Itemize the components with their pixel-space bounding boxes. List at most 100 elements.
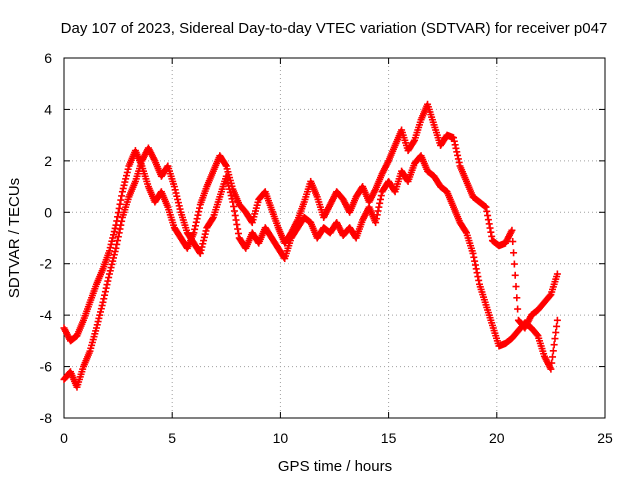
data-point: [118, 188, 126, 196]
data-points: [60, 100, 561, 391]
data-point-interp: [109, 234, 117, 242]
data-point-interp: [197, 246, 205, 254]
data-point-interp: [488, 232, 496, 240]
data-point-interp: [553, 322, 561, 330]
data-point-interp: [101, 291, 109, 299]
data-point-interp: [471, 257, 479, 265]
data-point: [92, 324, 100, 332]
data-point: [553, 270, 561, 278]
data-point-interp: [549, 347, 557, 355]
data-point-interp: [372, 215, 380, 223]
data-point-interp: [450, 137, 458, 145]
data-point-interp: [96, 311, 104, 319]
x-tick-label: 25: [597, 430, 613, 446]
data-point-interp: [552, 329, 560, 336]
data-point-interp: [171, 186, 179, 194]
data-point-interp: [484, 212, 492, 219]
data-point-interp: [511, 271, 519, 279]
data-point-interp: [194, 211, 202, 219]
data-point-interp: [110, 228, 118, 236]
data-point-interp: [452, 144, 460, 152]
data-point-interp: [101, 288, 109, 296]
data-point: [372, 219, 380, 227]
data-point-interp: [373, 211, 381, 219]
data-point-interp: [192, 218, 200, 226]
data-point: [190, 229, 198, 237]
data-point-interp: [196, 204, 204, 212]
data-point-interp: [550, 341, 558, 349]
data-point-interp: [114, 233, 122, 241]
data-point-interp: [376, 199, 384, 207]
data-point-interp: [176, 205, 184, 213]
data-point: [222, 172, 230, 180]
grid: [64, 58, 605, 418]
data-point-interp: [453, 148, 461, 156]
data-point-interp: [231, 212, 239, 219]
data-point-interp: [487, 228, 495, 236]
x-tick-label: 0: [60, 430, 68, 446]
data-point-interp: [124, 165, 132, 173]
data-point-interp: [454, 151, 462, 159]
data-point-interp: [110, 231, 118, 239]
data-point-interp: [115, 204, 123, 212]
data-point-interp: [191, 225, 199, 233]
y-tick-label: 6: [44, 50, 52, 66]
data-point-interp: [118, 192, 126, 200]
data-point-interp: [234, 225, 242, 233]
data-point: [547, 365, 555, 373]
data-point-interp: [120, 181, 128, 189]
data-point-interp: [111, 248, 119, 255]
data-point-interp: [100, 295, 108, 303]
data-point-interp: [533, 331, 541, 339]
data-point-interp: [97, 308, 105, 316]
data-point-interp: [191, 222, 199, 230]
data-point: [450, 134, 458, 142]
data-point-interp: [226, 188, 234, 196]
data-point-interp: [94, 318, 102, 326]
x-tick-labels: 0 5 10 15 20 25: [60, 430, 613, 446]
data-point-interp: [410, 138, 418, 146]
data-point-interp: [117, 196, 125, 204]
data-point-interp: [486, 224, 494, 232]
data-point-interp: [104, 277, 112, 285]
data-point-interp: [172, 189, 180, 197]
y-tick-label: 4: [44, 101, 52, 117]
plot-frame: [63, 57, 606, 419]
x-tick-label: 20: [489, 430, 505, 446]
data-point-interp: [471, 261, 479, 269]
y-axis-label: SDTVAR / TECUs: [6, 178, 23, 298]
data-point-interp: [233, 221, 241, 228]
data-point-interp: [199, 240, 207, 248]
data-point-interp: [472, 265, 480, 273]
data-point: [229, 198, 237, 206]
data-point: [553, 316, 561, 324]
x-axis-label: GPS time / hours: [278, 458, 392, 475]
y-tick-label: -8: [40, 410, 53, 426]
data-point-interp: [122, 175, 130, 183]
data-point-interp: [375, 203, 383, 211]
y-tick-label: -6: [40, 359, 53, 375]
chart-title: Day 107 of 2023, Sidereal Day-to-day VTE…: [61, 20, 608, 37]
data-point-interp: [510, 260, 518, 268]
data-point-interp: [195, 208, 203, 216]
data-point-interp: [551, 335, 559, 343]
data-point-interp: [549, 353, 557, 361]
data-point-interp: [200, 233, 208, 241]
data-point-interp: [230, 203, 238, 210]
data-point: [469, 249, 477, 257]
data-point-interp: [484, 216, 492, 224]
data-point-interp: [374, 207, 382, 215]
data-point-interp: [105, 274, 113, 282]
data-point: [482, 203, 490, 211]
data-point-interp: [513, 294, 521, 302]
data-point-interp: [202, 227, 210, 235]
data-point-interp: [110, 254, 118, 262]
data-point-interp: [114, 237, 122, 245]
data-point-interp: [98, 302, 106, 309]
data-point-interp: [175, 202, 183, 210]
data-point-interp: [221, 161, 229, 169]
data-point-interp: [110, 251, 118, 259]
data-point-interp: [119, 185, 127, 192]
data-point-interp: [109, 257, 117, 265]
data-point-interp: [113, 240, 121, 248]
